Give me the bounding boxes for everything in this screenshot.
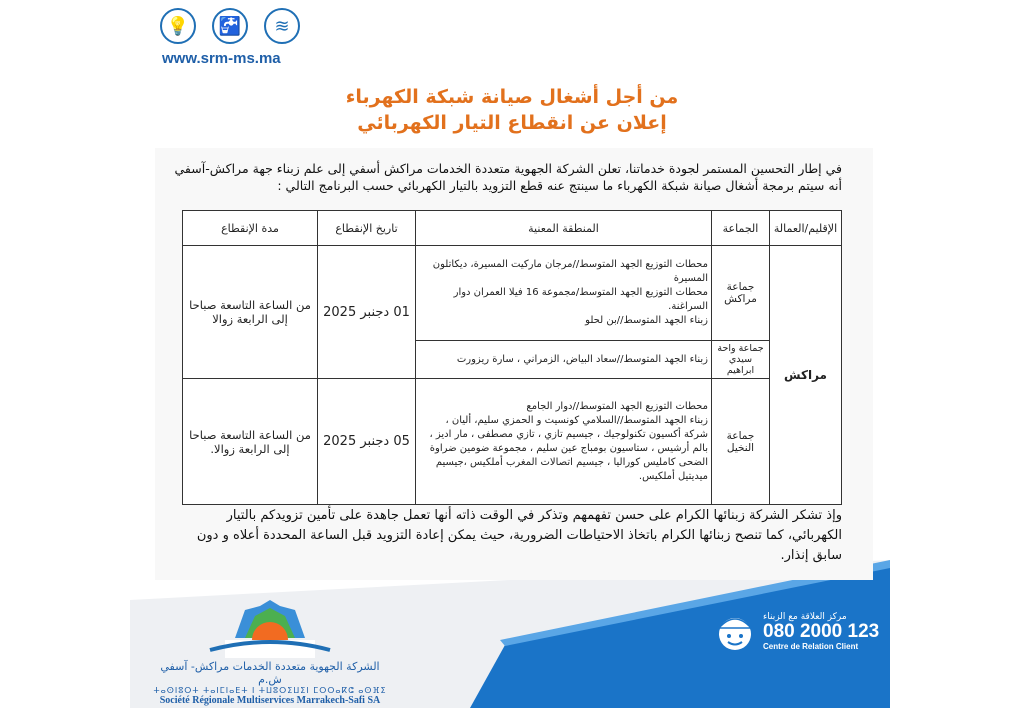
date-cell: 01 دجنبر 2025	[317, 245, 416, 379]
sanitation-pipe-icon: ≋	[264, 8, 300, 44]
table-header-row: الإقليم/العمالة الجماعة المنطقة المعنية …	[182, 210, 842, 246]
area-line: زبناء الجهد المتوسط//السلامي كونسيت و ال…	[429, 414, 708, 482]
date-cell: 05 دجنبر 2025	[317, 378, 416, 505]
company-name-arabic: الشركة الجهوية متعددة الخدمات مراكش- آسف…	[160, 660, 380, 686]
electricity-bulb-icon: 💡	[160, 8, 196, 44]
title-line-1: من أجل أشغال صيانة شبكة الكهرباء	[345, 86, 679, 108]
customer-hotline: مركز العلاقة مع الزبناء 080 2000 123 Cen…	[715, 610, 879, 652]
outage-table: الإقليم/العمالة الجماعة المنطقة المعنية …	[182, 210, 842, 505]
area-cell: محطات التوزيع الجهد المتوسط//مرجان ماركي…	[415, 245, 712, 341]
area-line: محطات التوزيع الجهد المتوسط/مجموعة 16 في…	[453, 287, 708, 312]
area-line: محطات التوزيع الجهد المتوسط//مرجان ماركي…	[432, 259, 708, 284]
header-area: المنطقة المعنية	[415, 210, 712, 246]
hotline-label-french: Centre de Relation Client	[763, 641, 859, 651]
header-date: تاريخ الإنقطاع	[317, 210, 416, 246]
table-row: جماعة النخيل محطات التوزيع الجهد المتوسط…	[182, 378, 842, 505]
commune-cell: جماعة واحة سيدي ابراهيم	[711, 340, 770, 379]
province-cell: مراكش	[769, 245, 842, 505]
title-line-2: إعلان عن انقطاع التيار الكهربائي	[357, 112, 667, 134]
header-commune: الجماعة	[711, 210, 770, 246]
header-province: الإقليم/العمالة	[769, 210, 842, 246]
water-tap-icon: 🚰	[212, 8, 248, 44]
table-row: جماعة واحة سيدي ابراهيم زبناء الجهد المت…	[183, 340, 842, 379]
area-line: محطات التوزيع الجهد المتوسط//دوار الجامع	[526, 400, 708, 412]
duration-cell: من الساعة التاسعة صباحا إلى الرابعة زوال…	[182, 378, 318, 505]
company-name-french: Société Régionale Multiservices Marrakec…	[159, 695, 381, 706]
company-name: الشركة الجهوية متعددة الخدمات مراكش- آسف…	[150, 660, 390, 706]
customer-agent-icon	[717, 618, 753, 650]
commune-cell: جماعة النخيل	[711, 378, 770, 505]
commune-cell: جماعة مراكش	[711, 245, 770, 341]
area-line: زبناء الجهد المتوسط//بن لحلو	[585, 315, 708, 326]
company-name-tifinagh: ⵜⴰⵙⵏⵓⵔⵜ ⵜⴰⵏⵎⵏⴰⴹⵜ ⵏ ⵜⵡⵓⵔⵉⵡⵉⵏ ⵎⵔⵔⴰⴽⵛ ⴰⵙⴼⵉ	[153, 686, 387, 695]
duration-cell: من الساعة التاسعة صباحا إلى الرابعة زوال…	[182, 245, 318, 379]
hotline-number[interactable]: 080 2000 123	[763, 620, 880, 642]
table-row: مراكش جماعة مراكش محطات التوزيع الجهد ال…	[182, 245, 842, 505]
area-cell: زبناء الجهد المتوسط//سعاد البياض، الزمرا…	[415, 340, 712, 379]
company-logo	[209, 600, 331, 658]
header-duration: مدة الإنقطاع	[182, 210, 318, 246]
service-icons: 💡 🚰 ≋	[160, 8, 300, 44]
website-link[interactable]: www.srm-ms.ma	[162, 50, 281, 67]
closing-paragraph: وإذ تشكر الشركة زبنائها الكرام على حسن ت…	[196, 508, 842, 563]
area-cell: محطات التوزيع الجهد المتوسط//دوار الجامع…	[415, 378, 712, 505]
hotline-label-arabic: مركز العلاقة مع الزبناء	[763, 611, 847, 622]
intro-paragraph: في إطار التحسين المستمر لجودة خدماتنا، ت…	[174, 161, 843, 193]
